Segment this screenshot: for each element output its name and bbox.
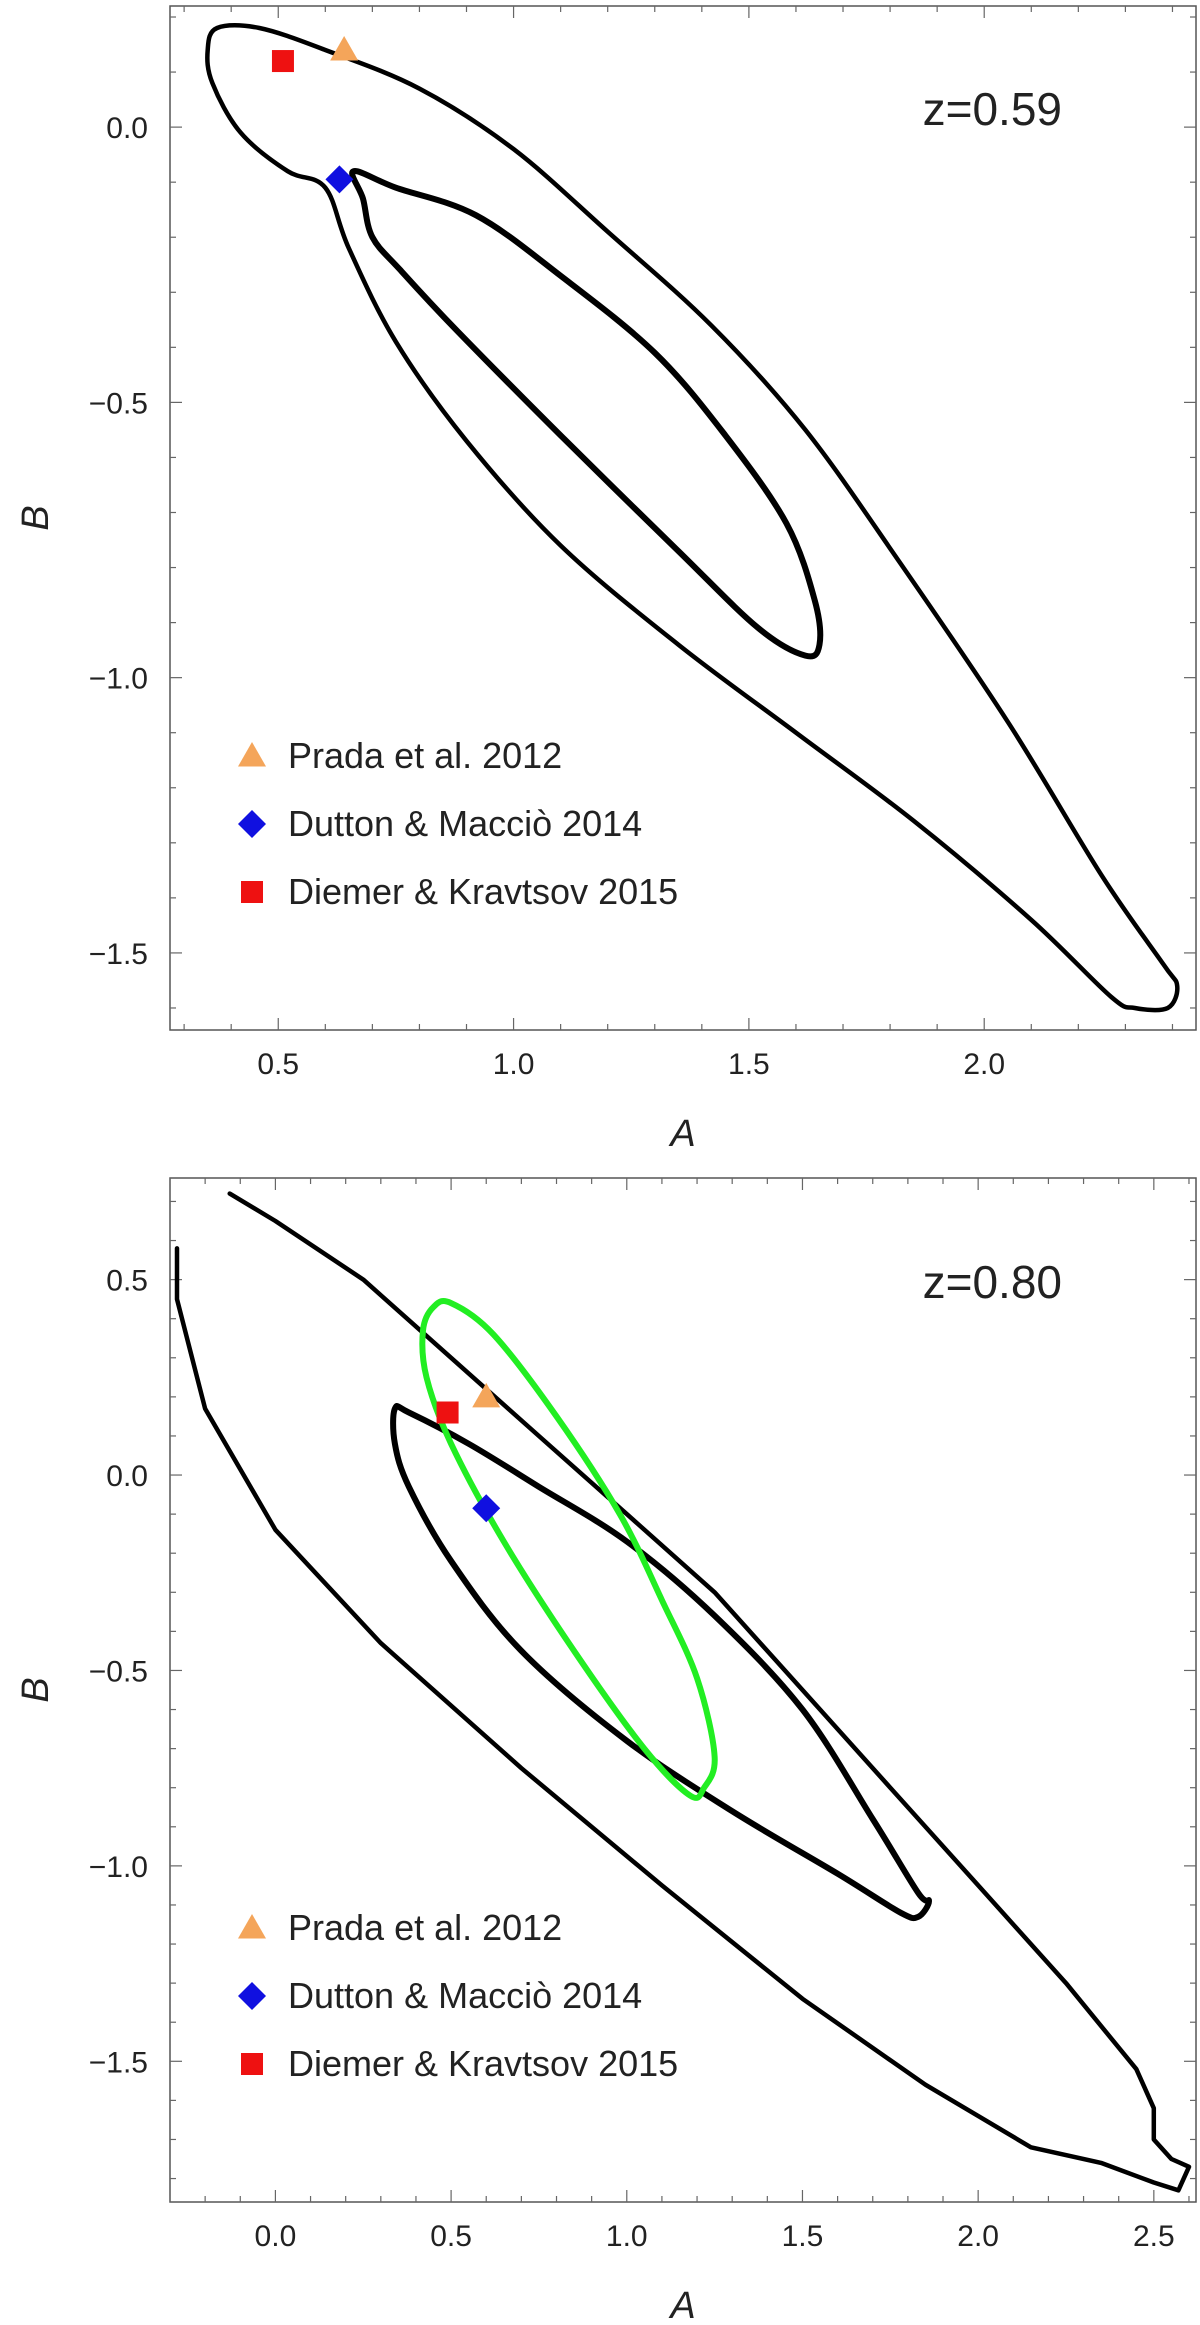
- square-marker: [436, 1401, 459, 1424]
- legend: Prada et al. 2012 Dutton & Macciò 2014 Die…: [238, 735, 678, 912]
- x-axis-label: A: [668, 1113, 695, 1155]
- y-tick-label: −1.5: [89, 938, 148, 971]
- x-tick-label: 2.0: [957, 2220, 999, 2253]
- x-tick-label: 1.0: [493, 1048, 535, 1081]
- outer-contour: [174, 1191, 1192, 2193]
- x-tick-label: 0.5: [430, 2220, 472, 2253]
- tick-labels: 0.0 0.5 1.0 1.5 2.0 2.5 0.5 0.0 −0.5 −1.0 −1.5: [89, 1265, 1175, 2253]
- green-contour: [419, 1298, 718, 1801]
- legend-square-marker: [241, 881, 263, 903]
- panel-z059: 0.5 1.0 1.5 2.0 0.0 −0.5 −1.0 −1.5 Prada et al.…: [15, 5, 1197, 1155]
- inner-contour: [349, 168, 824, 660]
- y-tick-label: −1.5: [89, 2046, 148, 2079]
- x-tick-label: 1.5: [782, 2220, 824, 2253]
- x-tick-label: 2.0: [963, 1048, 1005, 1081]
- legend-square-marker: [241, 2053, 263, 2075]
- tick-marks: [169, 1178, 1196, 2202]
- tick-labels: 0.5 1.0 1.5 2.0 0.0 −0.5 −1.0 −1.5: [89, 112, 1005, 1081]
- legend-diamond-marker: [238, 1982, 266, 2010]
- panel-z080: 0.0 0.5 1.0 1.5 2.0 2.5 0.5 0.0 −0.5 −1.0 −1.5 Pra…: [15, 1177, 1197, 2325]
- y-axis-label: B: [15, 505, 57, 530]
- legend-entry-label: Diemer & Kravtsov 2015: [288, 2043, 678, 2084]
- y-tick-label: −1.0: [89, 1851, 148, 1884]
- confidence-contours: [205, 23, 1180, 1013]
- square-marker: [271, 50, 294, 73]
- y-axis-label: B: [15, 1677, 57, 1702]
- legend-entry-label: Dutton & Macciò 2014: [288, 803, 642, 844]
- legend-diamond-marker: [238, 810, 266, 838]
- legend-entry-label: Diemer & Kravtsov 2015: [288, 871, 678, 912]
- inner-contour: [390, 1403, 932, 1922]
- x-axis-label: A: [668, 2285, 695, 2325]
- triangle-marker: [330, 36, 359, 61]
- y-tick-label: 0.5: [106, 1265, 148, 1298]
- x-tick-label: 1.0: [606, 2220, 648, 2253]
- outer-contour: [205, 23, 1180, 1013]
- confidence-contours: [174, 1191, 1192, 2193]
- model-markers: [271, 36, 359, 194]
- legend-entry-label: Prada et al. 2012: [288, 1907, 562, 1948]
- legend-triangle-marker: [238, 1914, 266, 1939]
- legend: Prada et al. 2012 Dutton & Macciò 2014 Die…: [238, 1907, 678, 2084]
- diamond-marker: [472, 1494, 501, 1523]
- x-tick-label: 0.0: [255, 2220, 297, 2253]
- legend-entry-label: Dutton & Macciò 2014: [288, 1975, 642, 2016]
- redshift-label: z=0.80: [923, 1256, 1062, 1308]
- y-tick-label: 0.0: [106, 112, 148, 145]
- legend-triangle-marker: [238, 742, 266, 767]
- y-tick-label: −1.0: [89, 663, 148, 696]
- model-markers: [436, 1382, 501, 1523]
- y-tick-label: −0.5: [89, 1655, 148, 1688]
- x-tick-label: 2.5: [1133, 2220, 1175, 2253]
- y-tick-label: 0.0: [106, 1460, 148, 1493]
- x-tick-label: 0.5: [257, 1048, 299, 1081]
- x-tick-label: 1.5: [728, 1048, 770, 1081]
- legend-entry-label: Prada et al. 2012: [288, 735, 562, 776]
- plot-frame: [169, 1177, 1197, 2203]
- redshift-label: z=0.59: [923, 83, 1062, 135]
- diamond-marker: [325, 165, 354, 194]
- triangle-marker: [472, 1382, 501, 1408]
- plot-frame: [169, 5, 1197, 1031]
- y-tick-label: −0.5: [89, 387, 148, 420]
- tick-marks: [170, 6, 1196, 1030]
